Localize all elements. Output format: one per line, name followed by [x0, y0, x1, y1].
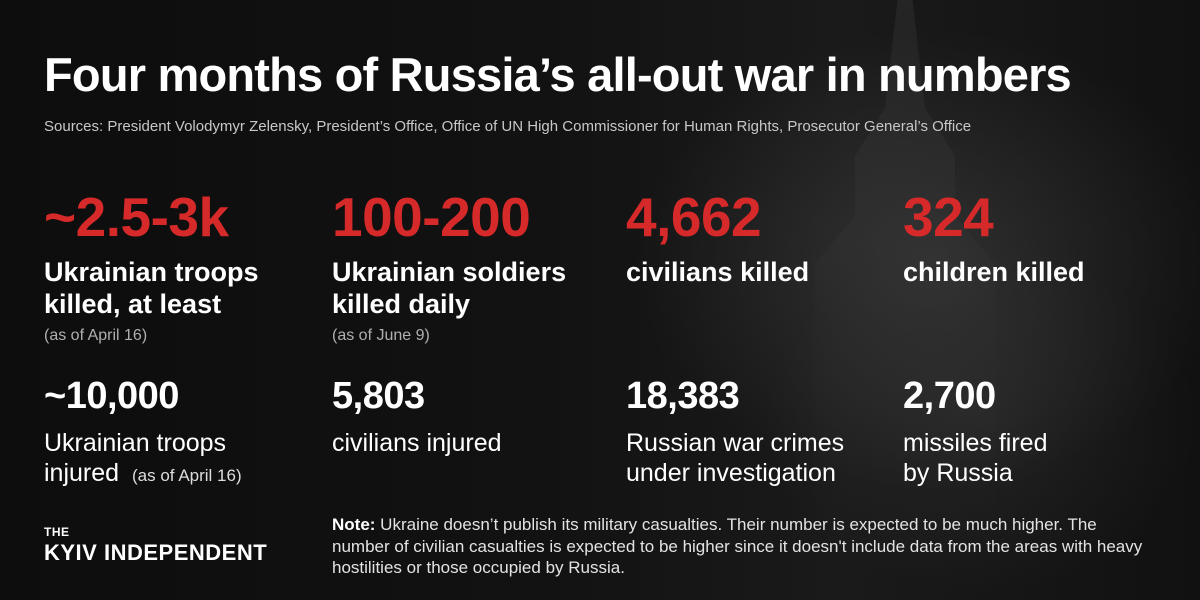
stat-note: (as of June 9): [332, 326, 430, 344]
footnote: Note: Ukraine doesn’t publish its milita…: [332, 514, 1152, 579]
stat-label: Ukrainian troops injured (as of April 16…: [44, 429, 314, 488]
stat-civilians-killed: 4,662 civilians killed: [626, 190, 876, 289]
stat-label-line-1: Ukrainian troops: [44, 429, 227, 457]
stat-troops-killed: ~2.5-3k Ukrainian troops killed, at leas…: [44, 190, 304, 345]
stat-label: Ukrainian soldiers killed daily: [332, 257, 567, 319]
stat-civilians-injured: 5,803 civilians injured: [332, 377, 592, 459]
stat-missiles: 2,700 missiles fired by Russia: [903, 377, 1153, 488]
stat-label: Ukrainian troops killed, at least: [44, 257, 259, 319]
stat-war-crimes: 18,383 Russian war crimes under investig…: [626, 377, 876, 488]
stat-label: Russian war crimes under investigation: [626, 429, 845, 487]
logo-name: KYIV INDEPENDENT: [44, 540, 268, 565]
stat-label-line-2-text: injured: [44, 458, 120, 487]
stat-label: missiles fired by Russia: [903, 429, 1048, 487]
footnote-prefix: Note:: [332, 515, 376, 534]
page-title: Four months of Russia’s all-out war in n…: [44, 48, 1072, 101]
footnote-text: Ukraine doesn’t publish its military cas…: [332, 515, 1143, 578]
stat-value: ~10,000: [44, 375, 179, 417]
stat-label-inline-note: (as of April 16): [132, 465, 242, 485]
stat-label-line-2: injured (as of April 16): [44, 459, 314, 489]
stat-note: (as of April 16): [44, 326, 148, 344]
sources-line: Sources: President Volodymyr Zelensky, P…: [44, 118, 972, 135]
stat-value: 18,383: [626, 375, 740, 417]
kyiv-independent-logo: THE KYIV INDEPENDENT: [44, 526, 267, 564]
stat-label: civilians injured: [332, 429, 502, 457]
stat-value: 2,700: [903, 375, 996, 417]
stat-label: civilians killed: [626, 257, 810, 287]
stat-label: children killed: [903, 257, 1085, 287]
stat-soldiers-daily: 100-200 Ukrainian soldiers killed daily …: [332, 190, 592, 345]
stat-value: 100-200: [332, 186, 531, 248]
logo-the: THE: [44, 525, 70, 539]
stat-value: 4,662: [626, 186, 762, 248]
stat-children-killed: 324 children killed: [903, 190, 1153, 289]
stat-value: 324: [903, 186, 994, 248]
stat-value: ~2.5-3k: [44, 186, 229, 248]
stat-troops-injured: ~10,000 Ukrainian troops injured (as of …: [44, 377, 314, 488]
stat-value: 5,803: [332, 375, 425, 417]
